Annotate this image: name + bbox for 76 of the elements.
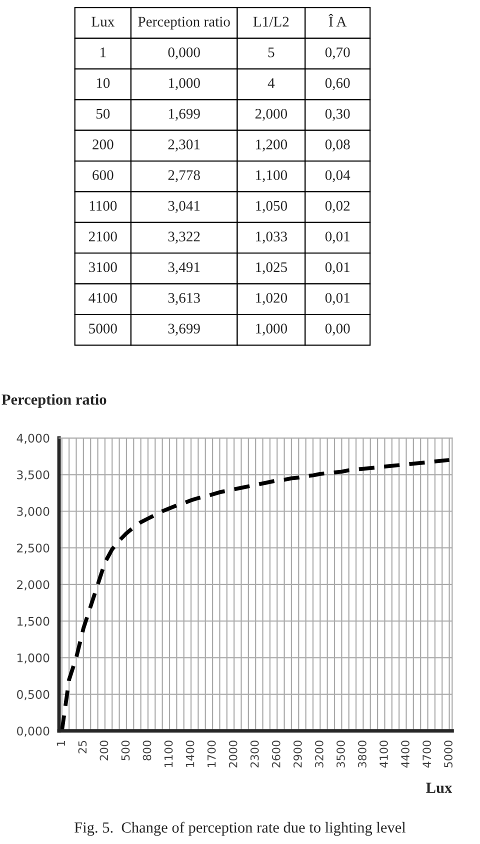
- x-tick-label: 1: [56, 740, 65, 746]
- text: Lux: [92, 16, 114, 27]
- text: 0,01: [325, 232, 350, 244]
- text: L1/L2: [253, 16, 289, 27]
- text: 2,301: [168, 140, 200, 152]
- text: 0,01: [325, 262, 350, 274]
- y-tick-label: 3,000: [17, 506, 50, 518]
- text: 1,020: [256, 292, 288, 305]
- x-tick-label: 3500: [336, 740, 345, 768]
- text: Perception ratio: [138, 16, 230, 30]
- text: 1,025: [256, 262, 288, 274]
- text: 3,699: [168, 324, 200, 336]
- text: 2,000: [255, 108, 288, 121]
- text: 4100: [88, 292, 117, 303]
- x-tick-label: 5000: [444, 740, 453, 768]
- text: 1,699: [168, 108, 200, 121]
- text: 1: [100, 48, 106, 58]
- x-tick-label: 2900: [293, 740, 302, 768]
- text: 0,02: [325, 200, 350, 213]
- y-tick-label: 0,000: [16, 726, 50, 737]
- text: 0,08: [325, 140, 350, 152]
- y-tick-label: 1,500: [18, 616, 50, 627]
- x-tick-label: 500: [121, 740, 130, 760]
- x-tick-label: 2300: [250, 740, 259, 768]
- x-tick-label: 3800: [358, 740, 366, 768]
- x-tick-label: 1400: [186, 740, 194, 767]
- text: 3,613: [168, 293, 200, 305]
- text: 1,050: [256, 200, 288, 213]
- y-tick-label: 1,000: [18, 653, 50, 664]
- text: 1,033: [256, 232, 288, 244]
- text: 1,200: [256, 140, 288, 152]
- text: 0,70: [325, 47, 350, 60]
- x-tick-label: 2000: [228, 740, 238, 768]
- text: 1,000: [256, 324, 288, 336]
- text: Î A: [328, 14, 347, 26]
- text: 3,041: [168, 200, 200, 213]
- y-axis-title: Perception ratio: [2, 394, 106, 408]
- text: 2100: [88, 232, 117, 242]
- text: 0,60: [325, 78, 350, 90]
- x-tick-label: 1100: [164, 740, 173, 767]
- y-tick-label: 0,500: [16, 690, 50, 700]
- x-tick-label: 2600: [272, 740, 280, 768]
- text: 0,00: [325, 324, 350, 336]
- text: 3,322: [168, 232, 200, 244]
- x-tick-label: 1700: [207, 740, 216, 767]
- text: 0,30: [325, 108, 350, 121]
- text: 1,000: [168, 78, 200, 90]
- line-series: [60, 458, 452, 731]
- text: 10: [96, 78, 110, 88]
- x-tick-label: 3200: [314, 740, 324, 768]
- text: 50: [96, 108, 110, 119]
- y-tick-label: 3,500: [17, 470, 50, 480]
- y-tick-label: 2,500: [17, 544, 50, 554]
- x-tick-label: 25: [78, 740, 87, 754]
- text: 2,778: [168, 170, 200, 182]
- text: 0,000: [168, 47, 200, 60]
- text: 1100: [90, 200, 117, 211]
- y-tick-label: 2,000: [17, 580, 50, 590]
- text: 0,01: [325, 292, 350, 305]
- x-tick-label: 800: [142, 740, 152, 760]
- text: 3,491: [168, 262, 200, 274]
- text: 4: [268, 78, 275, 88]
- text: 5: [268, 48, 274, 58]
- text: 0,04: [325, 170, 350, 182]
- x-tick-label: 200: [100, 740, 108, 760]
- text: 200: [92, 140, 114, 150]
- x-tick-label: 4100: [380, 740, 388, 768]
- text: 5000: [89, 324, 117, 334]
- caption: Fig. 5. Change of perception rate due to lighting level: [74, 822, 406, 836]
- text: 1,100: [256, 170, 288, 182]
- text: 3100: [89, 262, 117, 272]
- x-tick-label: 4400: [401, 740, 410, 768]
- x-axis-title: Lux: [426, 782, 452, 793]
- y-tick-label: 4,000: [16, 434, 50, 444]
- text: 600: [92, 170, 114, 180]
- x-tick-label: 4700: [422, 740, 431, 768]
